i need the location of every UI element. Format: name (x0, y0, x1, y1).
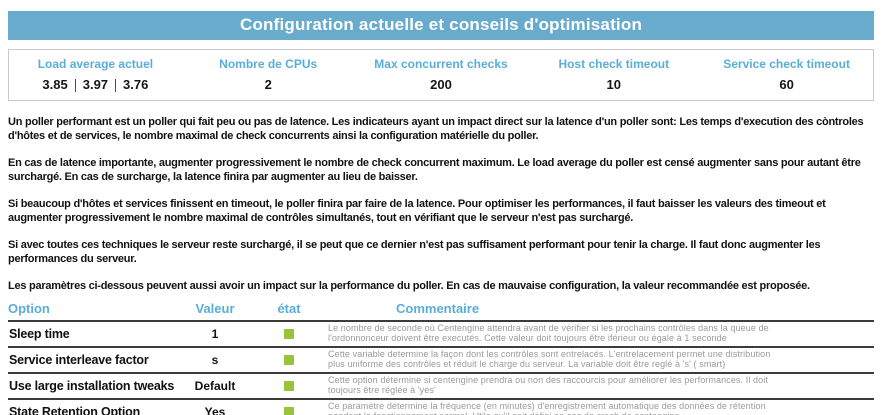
host-timeout-label: Host check timeout (558, 57, 670, 71)
option-value: Yes (204, 404, 226, 415)
options-table-header: Option Valeur état Commentaire (8, 301, 874, 320)
header-value: Valeur (195, 300, 235, 316)
load-average-values: 3.85 3.97 3.76 (9, 77, 182, 92)
paragraph-increase-checks: En cas de latence importante, augmenter … (8, 157, 861, 183)
option-row-use-large-installation-tweaks: Use large installation tweaks Default Ce… (8, 371, 874, 398)
option-name: Service interleave factor (9, 352, 149, 367)
option-state (250, 380, 328, 391)
status-ok-icon (284, 380, 294, 391)
paragraph-timeouts: Si beaucoup d'hôtes et services finissen… (8, 198, 826, 224)
load-average-1min: 3.85 (42, 77, 68, 92)
option-value: s (211, 352, 219, 367)
summary-col-cpus: Nombre de CPUs 2 (182, 57, 355, 92)
summary-col-service-timeout: Service check timeout 60 (700, 57, 873, 92)
summary-table: Load average actuel 3.85 3.97 3.76 Nombre … (8, 49, 874, 101)
title-bar: Configuration actuelle et conseils d'opt… (8, 11, 874, 40)
option-row-state-retention-option: State Retention Option Yes Ce paramètre … (8, 397, 874, 415)
advice-paragraphs: Un poller performant est un poller qui f… (8, 116, 874, 294)
value-separator (74, 79, 76, 92)
summary-col-host-timeout: Host check timeout 10 (527, 57, 700, 92)
option-comment: Le nombre de seconde où Centengine atten… (328, 322, 769, 344)
option-state (250, 354, 328, 365)
option-value: 1 (211, 326, 219, 341)
load-average-label: Load average actuel (37, 57, 154, 71)
cpus-label: Nombre de CPUs (219, 57, 318, 71)
host-timeout-value: 10 (606, 77, 622, 92)
status-ok-icon (284, 354, 294, 365)
header-option: Option (8, 300, 50, 316)
option-row-service-interleave-factor: Service interleave factor s Cette variab… (8, 345, 874, 372)
option-name: Use large installation tweaks (9, 378, 175, 393)
options-table: Option Valeur état Commentaire Sleep tim… (8, 301, 874, 415)
cpus-value: 2 (264, 77, 272, 92)
service-timeout-label: Service check timeout (723, 57, 850, 71)
service-timeout-value: 60 (779, 77, 794, 92)
option-row-sleep-time: Sleep time 1 Le nombre de seconde où Cen… (8, 319, 874, 346)
option-comment: Ce paramètre détermine la fréquence (en … (328, 400, 766, 415)
paragraph-server-performance: Si avec toutes ces techniques le serveur… (8, 239, 821, 265)
load-average-5min: 3.97 (82, 77, 109, 92)
status-ok-icon (284, 328, 294, 339)
header-state: état (277, 300, 301, 316)
option-comment: Cette variable determine la façon dont l… (328, 348, 771, 370)
header-comment: Commentaire (396, 300, 480, 316)
load-average-15min: 3.76 (123, 77, 149, 92)
option-name: Sleep time (9, 326, 70, 341)
summary-col-load-average: Load average actuel 3.85 3.97 3.76 (9, 57, 182, 92)
paragraph-latency-indicators: Un poller performant est un poller qui f… (8, 116, 864, 142)
max-checks-value: 200 (430, 77, 452, 92)
summary-col-max-checks: Max concurrent checks 200 (355, 57, 528, 92)
max-checks-label: Max concurrent checks (374, 57, 508, 71)
option-name: State Retention Option (9, 404, 141, 415)
option-state (250, 328, 328, 339)
value-separator (115, 79, 117, 92)
status-ok-icon (284, 406, 294, 415)
option-state (250, 406, 328, 415)
paragraph-parameters-intro: Les paramètres ci-dessous peuvent aussi … (8, 280, 810, 292)
page-title: Configuration actuelle et conseils d'opt… (239, 15, 643, 34)
option-comment: Cette option détermine si centengine pre… (328, 374, 768, 396)
option-value: Default (194, 378, 236, 393)
